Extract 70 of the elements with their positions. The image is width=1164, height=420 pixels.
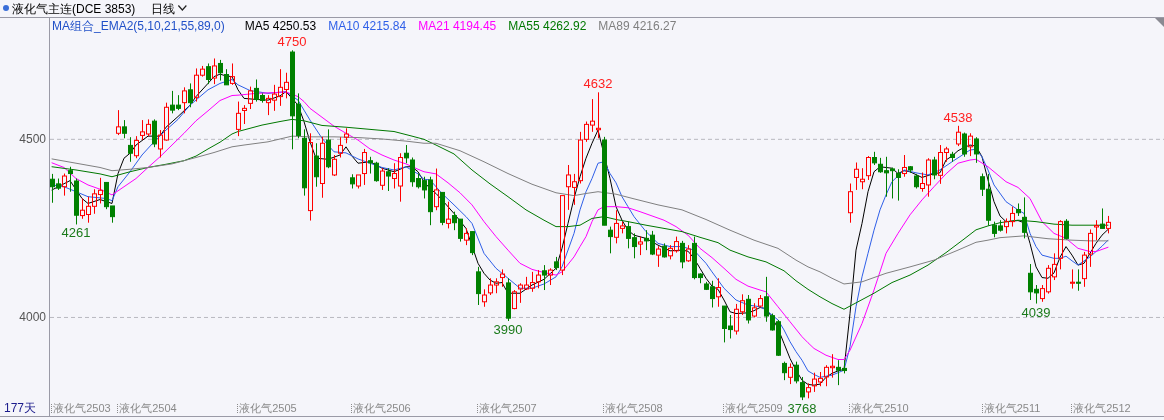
candlestick — [1022, 196, 1027, 239]
candlestick — [242, 104, 247, 125]
candlestick — [338, 136, 343, 159]
candlestick — [608, 226, 613, 254]
x-tick-label: 液化气2503 — [53, 402, 111, 414]
candlestick — [218, 59, 223, 82]
candlestick — [134, 135, 139, 159]
x-tick-label: 液化气2506 — [353, 402, 411, 414]
candlestick — [782, 361, 787, 381]
candlestick — [854, 161, 859, 191]
candlestick — [932, 156, 937, 180]
candlestick — [230, 62, 235, 84]
candlestick — [962, 132, 967, 158]
x-tick-label: 液化气2510 — [851, 402, 909, 414]
candlestick — [896, 168, 901, 202]
chart-title: 液化气主连(DCE 3853) — [12, 1, 136, 16]
x-tick-label: 液化气2509 — [725, 402, 783, 414]
candlestick — [1076, 268, 1081, 292]
text: MA10 4215.84 — [328, 18, 407, 33]
x-tick-label: 液化气2508 — [605, 402, 663, 414]
annotation: 3768 — [787, 401, 817, 417]
annotation: 4039 — [1021, 304, 1051, 320]
annotation: 4538 — [943, 109, 973, 125]
candlestick — [902, 154, 907, 178]
text: 177天 — [4, 401, 37, 415]
x-tick-label: 液化气2511 — [983, 402, 1041, 414]
candlestick — [68, 166, 73, 193]
candlestick — [974, 136, 979, 164]
candlestick — [188, 82, 193, 108]
candlestick — [314, 142, 319, 188]
candlestick — [374, 161, 379, 183]
annotation: 4750 — [277, 34, 307, 50]
line-series — [51, 135, 1109, 285]
text: MA55 4262.92 — [508, 18, 587, 33]
legend-title: MA组合_EMA2(5,10,21,55,89,0) — [52, 18, 225, 33]
candlestick — [470, 231, 475, 256]
candlestick — [122, 119, 127, 139]
candlestick — [128, 136, 133, 163]
annotation: 4632 — [583, 76, 613, 92]
candlestick — [404, 144, 409, 164]
text: MA89 4216.27 — [598, 18, 677, 33]
candlestick — [866, 157, 871, 181]
candlestick — [1100, 207, 1105, 229]
candlestick — [320, 136, 325, 199]
x-tick-label: 液化气2507 — [479, 402, 537, 414]
candlestick — [1058, 221, 1063, 270]
candlestick — [746, 294, 751, 325]
candlestick — [386, 167, 391, 192]
y-tick-label: 4000 — [19, 310, 47, 325]
y-tick-label: 4500 — [19, 132, 47, 147]
candlestick — [308, 132, 313, 222]
candlestick — [680, 240, 685, 269]
candlestick — [1094, 219, 1099, 241]
annotation: 4261 — [61, 225, 91, 241]
text: MA21 4194.45 — [418, 18, 497, 33]
text: MA5 4250.53 — [244, 18, 317, 33]
x-tick-label: 液化气2504 — [119, 402, 177, 414]
candlestick — [476, 266, 481, 306]
candlestick — [152, 118, 157, 148]
chart-subtitle: 日线 — [151, 1, 176, 16]
annotation: 3990 — [493, 322, 523, 338]
x-tick-label: 液化气2512 — [1073, 402, 1131, 414]
candlestick — [542, 264, 547, 291]
candlestick — [800, 376, 805, 401]
candlestick — [860, 167, 865, 190]
x-tick-label: 液化气2505 — [239, 402, 297, 414]
candlestick — [1070, 268, 1075, 290]
candlestick — [716, 277, 721, 308]
candlestick — [206, 62, 211, 85]
candlestick — [794, 361, 799, 384]
